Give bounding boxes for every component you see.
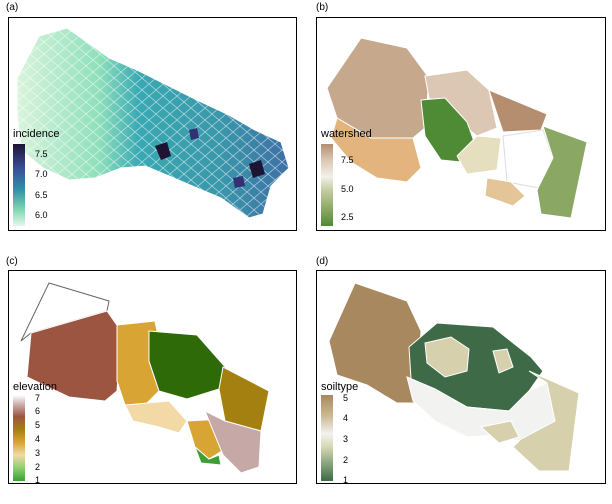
- legend-tick: 7: [35, 393, 41, 403]
- elevation-region: [204, 409, 262, 474]
- watershed-map: [326, 37, 588, 219]
- legend-title-elevation: elevation: [13, 381, 58, 393]
- panel-d-map: soiltype 5 4 3 2 1: [316, 270, 606, 484]
- watershed-region: [330, 117, 422, 183]
- legend-tick: 5: [343, 393, 349, 403]
- legend-title-watershed: watershed: [321, 128, 372, 140]
- high-incidence-cell: [233, 176, 245, 188]
- watershed-region: [536, 125, 588, 219]
- high-incidence-cell: [155, 142, 171, 160]
- high-incidence-cell: [189, 128, 199, 140]
- panel-a-map: incidence 7.5 7.0 6.5 6.0: [8, 17, 297, 231]
- elevation-map: [20, 282, 270, 474]
- elevation-region: [148, 330, 228, 400]
- elevation-region: [26, 310, 122, 402]
- legend-tick: 2: [343, 455, 349, 465]
- legend-title-soiltype: soiltype: [321, 381, 359, 393]
- legend-tick: 7.5: [341, 155, 354, 165]
- legend-tick: 1: [35, 475, 41, 484]
- high-incidence-cell: [249, 160, 265, 178]
- elevation-region: [124, 400, 188, 434]
- soiltype-region: [479, 420, 520, 444]
- elevation-colorbar: [13, 395, 25, 481]
- legend-tick: 4: [35, 434, 41, 444]
- soiltype-region: [512, 370, 580, 472]
- panel-c-label: (c): [6, 256, 18, 267]
- watershed-region: [456, 135, 502, 175]
- legend-tick: 2.5: [341, 212, 354, 222]
- legend-tick: 7.0: [35, 169, 48, 179]
- legend-tick: 5.0: [341, 184, 354, 194]
- legend-tick: 4: [343, 413, 349, 423]
- soiltype-region: [492, 348, 514, 374]
- incidence-colorbar: [13, 144, 25, 226]
- watershed-region: [484, 177, 526, 207]
- legend-tick: 6: [35, 406, 41, 416]
- panel-d-label: (d): [316, 256, 329, 267]
- legend-tick: 3: [35, 448, 41, 458]
- soiltype-map: [328, 282, 580, 472]
- watershed-region: [488, 89, 548, 133]
- watershed-colorbar: [321, 144, 333, 226]
- soiltype-region: [424, 336, 470, 378]
- legend-tick: 6.5: [35, 190, 48, 200]
- legend-tick: 7.5: [35, 149, 48, 159]
- panel-b-label: (b): [316, 2, 329, 13]
- legend-title-incidence: incidence: [13, 128, 60, 140]
- panel-b-map: watershed 7.5 5.0 2.5: [316, 17, 606, 231]
- legend-tick: 5: [35, 420, 41, 430]
- legend-tick: 6.0: [35, 210, 48, 220]
- elevation-region: [20, 282, 110, 342]
- legend-tick: 2: [35, 462, 41, 472]
- legend-tick: 1: [343, 475, 349, 484]
- legend-tick: 3: [343, 434, 349, 444]
- panel-a-label: (a): [6, 2, 19, 13]
- elevation-region: [194, 446, 222, 466]
- soiltype-colorbar: [321, 395, 333, 481]
- panel-c-map: elevation 7 6 5 4 3 2 1: [8, 270, 297, 484]
- incidence-map: [16, 27, 290, 219]
